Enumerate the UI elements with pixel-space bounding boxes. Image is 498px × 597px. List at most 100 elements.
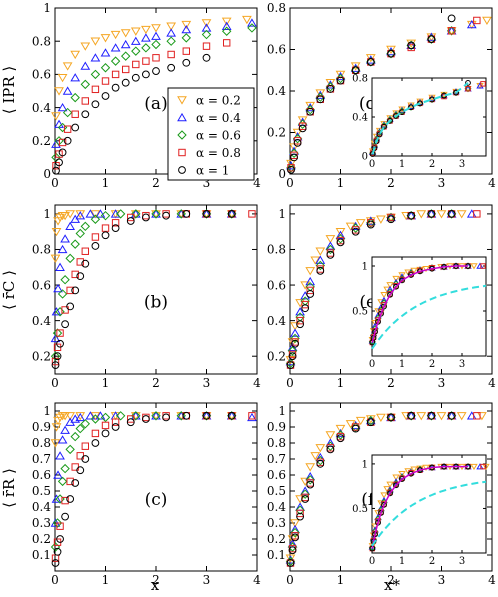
panel-a-point-4 xyxy=(202,42,211,50)
panel-e-xtick-label: 4 xyxy=(488,376,496,390)
panel-c-point-5 xyxy=(182,411,191,420)
panel-c-point-2 xyxy=(151,411,161,420)
panel-d-point-3 xyxy=(366,57,376,67)
panel-b-point-3 xyxy=(176,209,186,219)
panel-a-point-5 xyxy=(63,136,72,145)
panel-f-point-3 xyxy=(295,505,305,515)
panel-f-point-1 xyxy=(355,416,366,426)
panel-e-inset-point-1 xyxy=(422,265,430,273)
panel-f-point-1 xyxy=(285,554,296,563)
panel-f-point-5 xyxy=(447,411,456,420)
panel-a-point-3 xyxy=(181,33,192,43)
panel-e-ytick-label: 0.8 xyxy=(267,243,286,257)
panel-e-point-3 xyxy=(386,212,396,223)
panel-e-point-5 xyxy=(288,352,297,361)
panel-b-point-3 xyxy=(90,214,101,224)
panel-d-point-3 xyxy=(350,65,361,75)
panel-f-inset-point-5 xyxy=(393,482,399,489)
panel-e-point-1 xyxy=(325,235,336,244)
panel-b-point-5 xyxy=(81,259,90,268)
panel-f-xtick-label: 1 xyxy=(337,573,345,587)
panel-c-point-3 xyxy=(176,411,186,421)
panels: 0 1 2 3 400.20.40.60.81(a)0 1 2 3 400.20.40.60.8… xyxy=(32,1,496,587)
panel-c-ytick-label: 0.4 xyxy=(32,500,51,514)
panel-a-point-3 xyxy=(166,36,176,46)
panel-d-ytick-label: 0.8 xyxy=(267,1,286,15)
panel-a-point-2 xyxy=(166,28,177,37)
panel-e-point-5 xyxy=(296,320,305,329)
panel-c-point-3 xyxy=(131,411,141,421)
panel-a-point-5 xyxy=(121,78,130,87)
panel-f-point-1 xyxy=(325,431,336,440)
panel-f-point-3 xyxy=(386,412,396,423)
panel-d-inset-ytick-label: 0.4 xyxy=(352,113,368,124)
legend-label-5: α = 1 xyxy=(196,164,229,178)
panel-c-point-1 xyxy=(65,412,76,421)
panel-a-point-1 xyxy=(100,34,111,43)
panel-f-inset-point-1 xyxy=(392,474,400,481)
panel-a-ytick-label: 1 xyxy=(43,1,51,15)
panel-b-point-3 xyxy=(115,209,126,219)
panel-d-point-3 xyxy=(446,26,457,36)
panel-a-point-2 xyxy=(141,33,151,42)
panel-d-point-5 xyxy=(427,35,436,44)
panel-b-xtick-label: 4 xyxy=(253,376,261,390)
panel-d-inset-point-5 xyxy=(393,113,399,119)
panel-c-point-5 xyxy=(227,411,236,420)
panel-a-point-2 xyxy=(151,31,161,40)
panel-e-point-3 xyxy=(426,209,437,219)
panel-b-ytick-label: 0.6 xyxy=(32,278,51,292)
panel-e-point-5 xyxy=(366,220,375,229)
panel-a-point-3 xyxy=(80,79,91,90)
panel-f-point-2 xyxy=(466,411,477,420)
panel-e-inset-xtick-label: 2 xyxy=(429,359,435,370)
panel-a-point-4 xyxy=(111,70,120,79)
panel-c-point-2 xyxy=(55,451,65,460)
ylabel-rr: ⟨ r̄R ⟩ xyxy=(0,468,18,508)
panel-d-point-1 xyxy=(482,16,492,26)
panel-f-inset-ytick-label: 1 xyxy=(362,459,368,470)
panel-c-point-5 xyxy=(66,495,75,503)
panel-a-xtick-label: 3 xyxy=(203,176,211,190)
panel-a-point-1 xyxy=(242,15,252,25)
panel-d-point-1 xyxy=(325,79,336,88)
panel-a-point-3 xyxy=(151,39,161,50)
panel-b-point-5 xyxy=(61,320,69,329)
panel-f-inset-xtick-label: 3 xyxy=(459,556,465,567)
panel-b-ytick-label: 0.8 xyxy=(32,243,51,257)
panel-f-inset-fit-curve xyxy=(371,465,468,549)
panel-b-point-2 xyxy=(55,262,65,271)
panel-b-point-4 xyxy=(248,210,256,218)
panel-c-point-1 xyxy=(60,412,70,421)
panel-c-point-5 xyxy=(101,429,110,438)
panel-d-ytick-label: 0 xyxy=(278,167,286,181)
legend-label-3: α = 0.6 xyxy=(196,129,241,143)
panel-a-point-3 xyxy=(110,56,121,66)
panel-f-ytick-label: 0.5 xyxy=(267,484,286,498)
panel-c-point-1 xyxy=(75,412,86,421)
panel-e-point-5 xyxy=(326,250,335,259)
panel-b-point-1 xyxy=(51,227,62,237)
panel-f-inset-point-5 xyxy=(381,502,387,508)
panel-e-point-2 xyxy=(315,255,326,264)
panel-c-ytick-label: 0.2 xyxy=(32,532,51,546)
panel-b-point-5 xyxy=(66,302,75,311)
panel-e-point-5 xyxy=(427,209,436,218)
panel-b-point-3 xyxy=(57,289,68,299)
panel-b-xtick-label: 1 xyxy=(102,376,110,390)
panel-e-point-2 xyxy=(335,230,346,239)
panel-c-ytick-label: 0.6 xyxy=(32,468,51,482)
panel-a-ytick-label: 0.6 xyxy=(32,68,51,82)
panel-e-point-5 xyxy=(407,211,416,220)
panel-b-point-1 xyxy=(75,210,86,219)
panel-d-point-4 xyxy=(473,16,481,25)
legend-marker-2 xyxy=(177,112,187,122)
panel-c-point-5 xyxy=(51,559,60,567)
panel-e-inset-point-5 xyxy=(387,291,393,298)
panel-b-point-3 xyxy=(131,209,141,219)
panel-e-point-1 xyxy=(310,256,321,265)
panel-f-point-5 xyxy=(288,546,297,555)
panel-d-ytick-label: 0.6 xyxy=(267,43,286,57)
panel-b-point-4 xyxy=(81,247,89,255)
panel-e-point-3 xyxy=(406,210,416,221)
